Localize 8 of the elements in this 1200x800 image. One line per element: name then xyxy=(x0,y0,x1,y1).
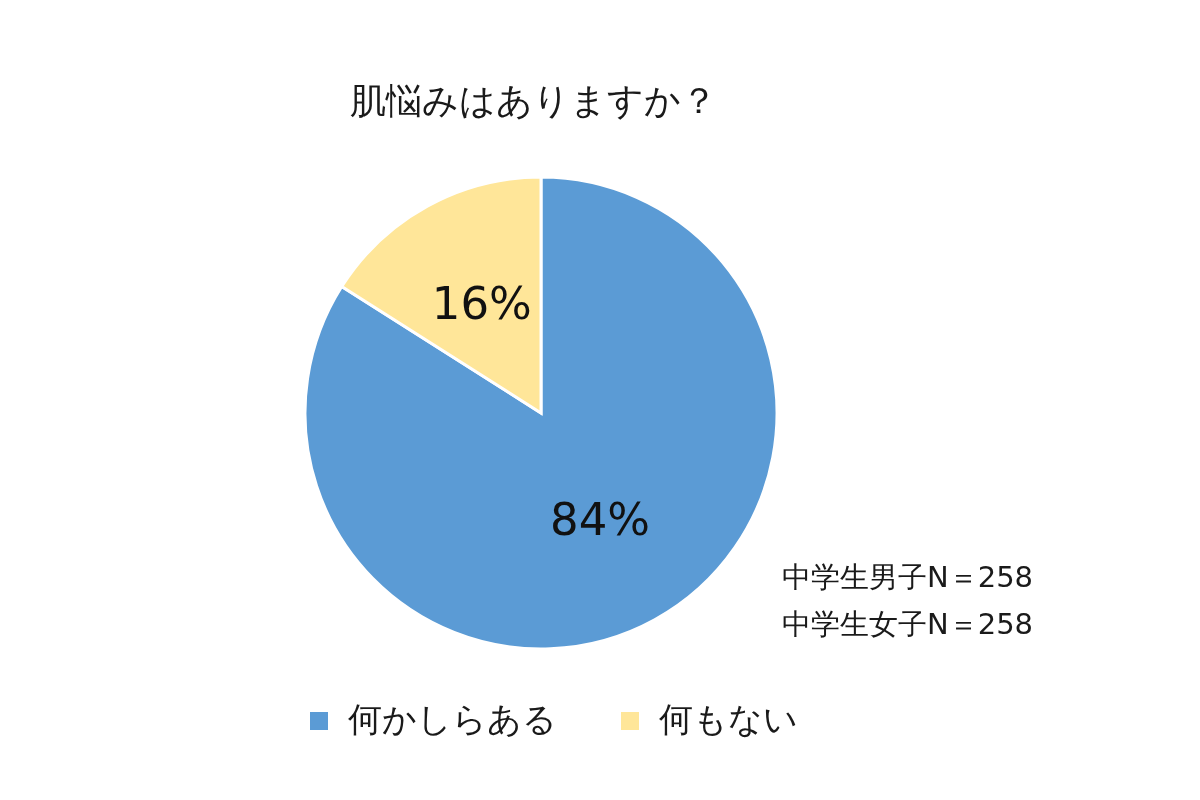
pie-slice xyxy=(303,175,779,651)
chart-title: 肌悩みはありますか？ xyxy=(349,80,717,121)
text: 中学生男子N＝258 xyxy=(782,560,1034,594)
legend-label: 何もない xyxy=(659,699,798,739)
data-label: 84% xyxy=(550,492,651,546)
data-label: 16% xyxy=(431,277,532,331)
legend-label: 何かしらある xyxy=(348,699,557,739)
text: 中学生女子N＝258 xyxy=(782,607,1034,641)
